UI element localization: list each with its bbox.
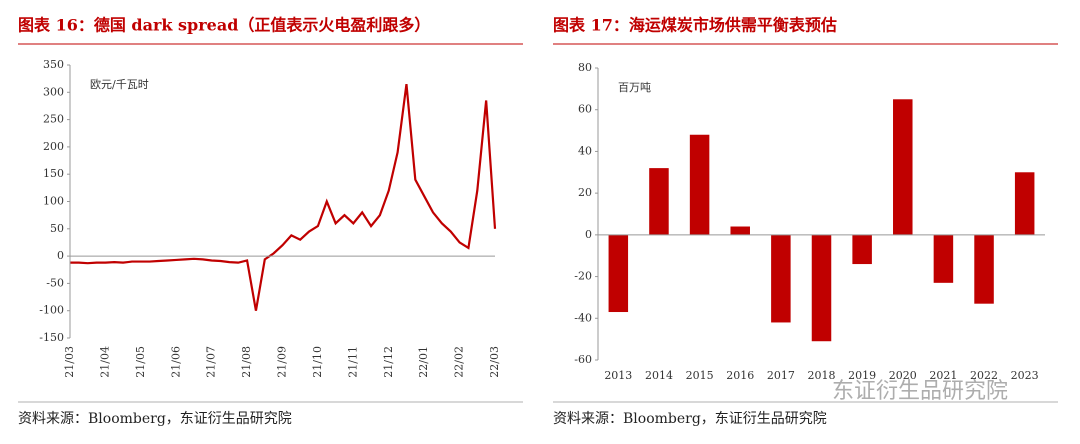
x-tick-label: 21/07 <box>205 346 218 378</box>
x-tick-label: 2019 <box>848 369 876 382</box>
x-tick-label: 21/09 <box>276 346 289 378</box>
y-tick-label: -60 <box>574 353 592 366</box>
bar <box>933 234 954 283</box>
y-tick-label: 80 <box>578 61 592 74</box>
source: 资料来源：Bloomberg，东证衍生品研究院 <box>553 411 827 427</box>
x-tick-label: 2017 <box>767 369 795 382</box>
bar <box>608 234 629 313</box>
y-tick-label: -50 <box>46 276 64 289</box>
x-tick-label: 21/08 <box>240 346 253 378</box>
x-tick-label: 2021 <box>929 369 957 382</box>
y-tick-label: 300 <box>43 85 64 98</box>
x-tick-label: 2023 <box>1011 369 1039 382</box>
y-tick-label: 200 <box>43 140 64 153</box>
bar <box>852 234 872 265</box>
x-tick-label: 22/03 <box>488 346 501 378</box>
x-tick-label: 21/11 <box>346 346 359 378</box>
chart-title: 图表 16：德国 dark spread（正值表示火电盈利跟多） <box>18 16 430 35</box>
x-tick-label: 22/02 <box>453 346 466 378</box>
y-tick-label: 0 <box>585 228 592 241</box>
bar <box>974 234 994 304</box>
x-tick-label: 21/06 <box>169 346 182 378</box>
x-tick-label: 21/12 <box>382 346 395 378</box>
unit-label: 欧元/千瓦时 <box>90 78 149 91</box>
y-tick-label: 50 <box>50 222 64 235</box>
y-tick-label: -40 <box>574 311 592 324</box>
source: 资料来源：Bloomberg，东证衍生品研究院 <box>18 411 292 427</box>
y-tick-label: 250 <box>43 113 64 126</box>
y-tick-label: -100 <box>39 304 64 317</box>
x-tick-label: 2013 <box>604 369 632 382</box>
y-tick-label: 0 <box>57 249 64 262</box>
bar <box>649 168 669 235</box>
bar <box>771 234 791 323</box>
bar <box>689 134 710 235</box>
watermark: 东证衍生品研究院 <box>832 379 1008 404</box>
y-tick-label: 20 <box>578 186 592 199</box>
x-tick-label: 2018 <box>808 369 836 382</box>
x-tick-label: 2022 <box>970 369 998 382</box>
y-tick-label: 40 <box>578 144 592 157</box>
y-tick-label: 150 <box>43 167 64 180</box>
x-tick-label: 22/01 <box>417 346 430 378</box>
y-tick-label: 60 <box>578 103 592 116</box>
line-series <box>70 83 497 311</box>
y-tick-label: 350 <box>43 58 64 71</box>
chart-title: 图表 17：海运煤炭市场供需平衡表预估 <box>553 16 837 35</box>
x-tick-label: 2015 <box>686 369 714 382</box>
x-tick-label: 2016 <box>726 369 754 382</box>
x-tick-label: 21/03 <box>63 346 76 378</box>
bar <box>893 99 913 235</box>
x-tick-label: 21/05 <box>134 346 147 378</box>
bar <box>1014 172 1035 235</box>
x-tick-label: 2020 <box>889 369 917 382</box>
unit-label: 百万吨 <box>618 81 651 94</box>
x-tick-label: 21/10 <box>311 346 324 378</box>
y-tick-label: -150 <box>39 331 64 344</box>
y-tick-label: 100 <box>43 195 64 208</box>
x-tick-label: 21/04 <box>98 346 111 378</box>
y-tick-label: -20 <box>574 270 592 283</box>
bar <box>730 226 750 235</box>
x-tick-label: 2014 <box>645 369 673 382</box>
bar <box>811 234 832 342</box>
